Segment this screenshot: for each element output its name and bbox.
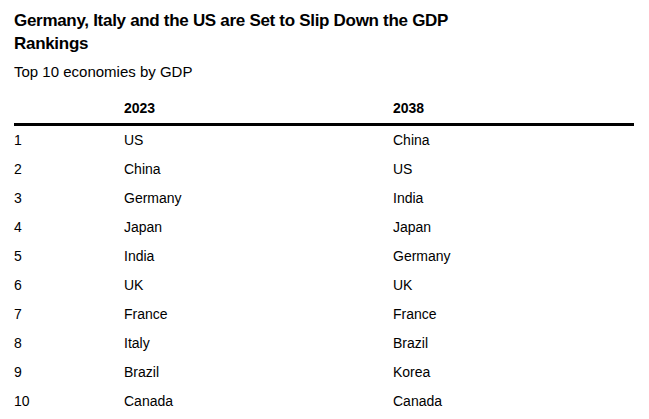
rank-cell: 2 — [14, 155, 124, 184]
economy-2038-cell: Germany — [393, 242, 634, 271]
table-row: 6UKUK — [14, 271, 634, 300]
table-row: 8ItalyBrazil — [14, 329, 634, 358]
economy-2023-cell: UK — [124, 271, 393, 300]
economy-2023-cell: Japan — [124, 213, 393, 242]
rank-cell: 8 — [14, 329, 124, 358]
rankings-table: 2023 2038 1USChina2ChinaUS3GermanyIndia4… — [14, 100, 634, 416]
table-header-row: 2023 2038 — [14, 100, 634, 125]
economy-2023-cell: France — [124, 300, 393, 329]
table-row: 3GermanyIndia — [14, 184, 634, 213]
rank-cell: 6 — [14, 271, 124, 300]
rank-cell: 7 — [14, 300, 124, 329]
economy-2023-cell: Italy — [124, 329, 393, 358]
economy-2038-cell: France — [393, 300, 634, 329]
table-row: 1USChina — [14, 125, 634, 156]
economy-2038-cell: China — [393, 125, 634, 156]
column-header-2023: 2023 — [124, 100, 393, 125]
table-row: 2ChinaUS — [14, 155, 634, 184]
economy-2038-cell: US — [393, 155, 634, 184]
page-title: Germany, Italy and the US are Set to Sli… — [14, 9, 494, 55]
gdp-rankings-chart: Germany, Italy and the US are Set to Sli… — [0, 0, 649, 419]
economy-2023-cell: China — [124, 155, 393, 184]
economy-2038-cell: Japan — [393, 213, 634, 242]
economy-2023-cell: US — [124, 125, 393, 156]
table-row: 7FranceFrance — [14, 300, 634, 329]
economy-2038-cell: Brazil — [393, 329, 634, 358]
rank-cell: 10 — [14, 387, 124, 416]
rank-cell: 3 — [14, 184, 124, 213]
page-subtitle: Top 10 economies by GDP — [14, 63, 635, 80]
table-row: 4JapanJapan — [14, 213, 634, 242]
economy-2023-cell: India — [124, 242, 393, 271]
economy-2038-cell: Korea — [393, 358, 634, 387]
economy-2023-cell: Canada — [124, 387, 393, 416]
table-body: 1USChina2ChinaUS3GermanyIndia4JapanJapan… — [14, 125, 634, 417]
rank-cell: 4 — [14, 213, 124, 242]
economy-2023-cell: Germany — [124, 184, 393, 213]
column-header-rank — [14, 100, 124, 125]
economy-2023-cell: Brazil — [124, 358, 393, 387]
table-row: 5IndiaGermany — [14, 242, 634, 271]
table-row: 9BrazilKorea — [14, 358, 634, 387]
table-header: 2023 2038 — [14, 100, 634, 125]
economy-2038-cell: UK — [393, 271, 634, 300]
rank-cell: 9 — [14, 358, 124, 387]
rank-cell: 5 — [14, 242, 124, 271]
economy-2038-cell: Canada — [393, 387, 634, 416]
table-row: 10CanadaCanada — [14, 387, 634, 416]
rank-cell: 1 — [14, 125, 124, 156]
economy-2038-cell: India — [393, 184, 634, 213]
column-header-2038: 2038 — [393, 100, 634, 125]
